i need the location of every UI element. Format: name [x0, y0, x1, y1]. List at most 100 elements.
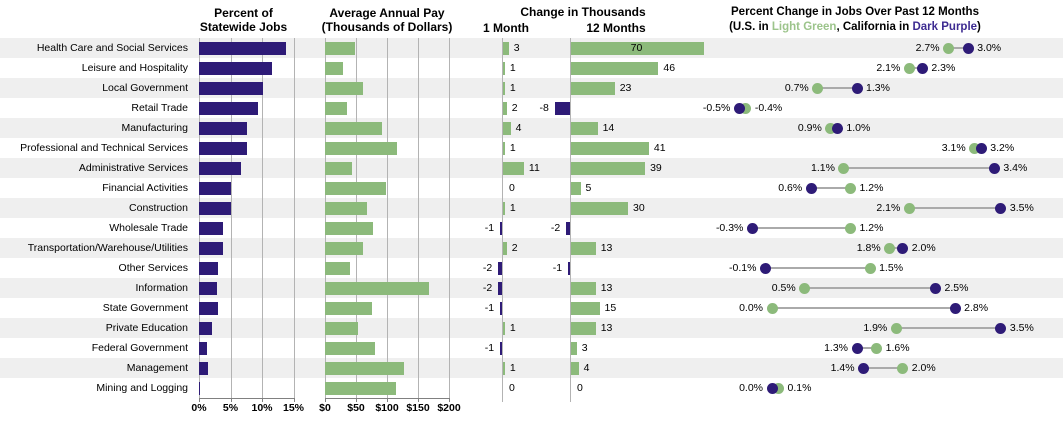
change-1month-bar: [503, 82, 505, 95]
california-dot: [766, 382, 778, 394]
industry-label: State Government: [102, 302, 188, 314]
industry-label: Federal Government: [91, 342, 188, 354]
us-dot: [740, 102, 752, 114]
change-1month-value: -1: [484, 222, 495, 234]
jobs-share-bar: [199, 302, 218, 315]
california-dot: [759, 262, 771, 274]
jobs-share-bar: [199, 262, 218, 275]
pct-change-low-value: 2.7%: [915, 42, 940, 54]
x-axis-tick-label: 5%: [222, 402, 239, 414]
change-12month-value: 3: [581, 342, 588, 354]
row-stripe: [0, 138, 1063, 158]
us-dot: [864, 262, 876, 274]
pct-change-high-value: 3.4%: [1003, 162, 1028, 174]
dumbbell-connector: [948, 47, 969, 49]
gridline: [325, 38, 326, 398]
change-1month-value: 0: [509, 182, 515, 194]
pay-bar: [325, 382, 397, 395]
x-axis-tick: [293, 398, 295, 402]
change-12month-value: 70: [630, 42, 643, 54]
pct-change-low-value: 1.4%: [830, 362, 855, 374]
panel-jobs-header-line1: Percent of: [214, 6, 273, 20]
pct-change-low-value: 3.1%: [941, 142, 966, 154]
pct-change-low-value: 1.3%: [824, 342, 849, 354]
us-dot: [903, 202, 915, 214]
subtitle-suffix: ): [977, 21, 981, 33]
dumbbell-connector: [909, 67, 923, 69]
industry-label: Transportation/Warehouse/Utilities: [27, 242, 188, 254]
change-12month-value: 23: [619, 82, 632, 94]
us-dot: [884, 242, 896, 254]
pct-change-high-value: -0.4%: [754, 102, 783, 114]
pct-change-low-value: 1.1%: [811, 162, 835, 174]
industry-label: Manufacturing: [121, 122, 188, 134]
california-dot: [975, 142, 987, 154]
pct-change-low-value: 0.0%: [739, 382, 763, 394]
pay-bar: [325, 102, 347, 115]
change-12month-value: 13: [600, 282, 613, 294]
change-1month-value: 1: [509, 202, 516, 214]
change-1month-bar: [498, 282, 502, 295]
change-12month-bar: [554, 102, 570, 115]
jobs-share-bar: [199, 42, 286, 55]
change-12month-value: -1: [552, 262, 563, 274]
gridline: [356, 38, 357, 398]
jobs-share-bar: [199, 122, 247, 135]
change-12month-bar: [571, 42, 704, 55]
change-12month-bar: [571, 182, 581, 195]
pct-change-low-value: 0.0%: [739, 302, 763, 314]
change-1month-value: 1: [509, 82, 516, 94]
california-dot: [988, 162, 1000, 174]
x-axis-line: [199, 398, 294, 399]
us-dot: [969, 142, 981, 154]
gridline: [449, 38, 450, 398]
pay-bar: [325, 322, 358, 335]
industry-label: Local Government: [102, 82, 188, 94]
california-dot: [851, 82, 863, 94]
dumbbell-connector: [752, 227, 851, 229]
pct-change-high-value: 2.0%: [911, 362, 936, 374]
change-1month-bar: [503, 42, 509, 55]
row-stripe: [0, 318, 1063, 338]
change-1month-value: 2: [511, 242, 518, 254]
jobs-share-bar: [199, 62, 273, 75]
subtitle-us-legend: Light Green: [771, 21, 837, 33]
row-stripe: [0, 158, 1063, 178]
jobs-share-bar: [199, 282, 218, 295]
california-dot: [746, 222, 758, 234]
change-1month-value: 3: [513, 42, 520, 54]
industry-label: Administrative Services: [78, 162, 188, 174]
dumbbell-connector: [843, 167, 995, 169]
x-axis-tick: [356, 398, 357, 402]
change-1month-bar: [500, 302, 502, 315]
california-dot: [930, 282, 941, 294]
x-axis-tick-label: $150: [406, 402, 430, 414]
x-axis-tick: [387, 398, 388, 402]
industry-label: Wholesale Trade: [109, 222, 188, 234]
change-12month-value: 15: [604, 302, 617, 314]
change-1month-bar: [503, 102, 507, 115]
dumbbell-connector: [909, 207, 1001, 209]
change-1month-bar: [503, 242, 507, 255]
pct-change-low-value: 2.1%: [876, 202, 901, 214]
dumbbell-connector: [863, 367, 903, 369]
us-dot: [897, 362, 909, 374]
pct-change-high-value: 1.6%: [885, 342, 910, 354]
us-dot: [799, 282, 811, 294]
change-12month-value: 0: [577, 382, 583, 394]
change-12month-bar: [571, 282, 596, 295]
zero-axis-line: [502, 38, 503, 402]
change-1month-bar: [500, 342, 502, 355]
row-stripe: [0, 378, 1063, 398]
panel-pay-header: Average Annual Pay (Thousands of Dollars…: [311, 6, 463, 34]
california-dot: [805, 182, 817, 194]
pct-change-low-value: 0.9%: [797, 122, 822, 134]
pct-change-high-value: 3.2%: [990, 142, 1015, 154]
jobs-share-bar: [199, 82, 264, 95]
industry-label: Private Education: [105, 322, 188, 334]
gridline: [387, 38, 388, 398]
row-stripe: [0, 258, 1063, 278]
change-1month-bar: [503, 322, 505, 335]
change-12month-bar: [571, 142, 649, 155]
change-12month-value: -2: [550, 222, 561, 234]
